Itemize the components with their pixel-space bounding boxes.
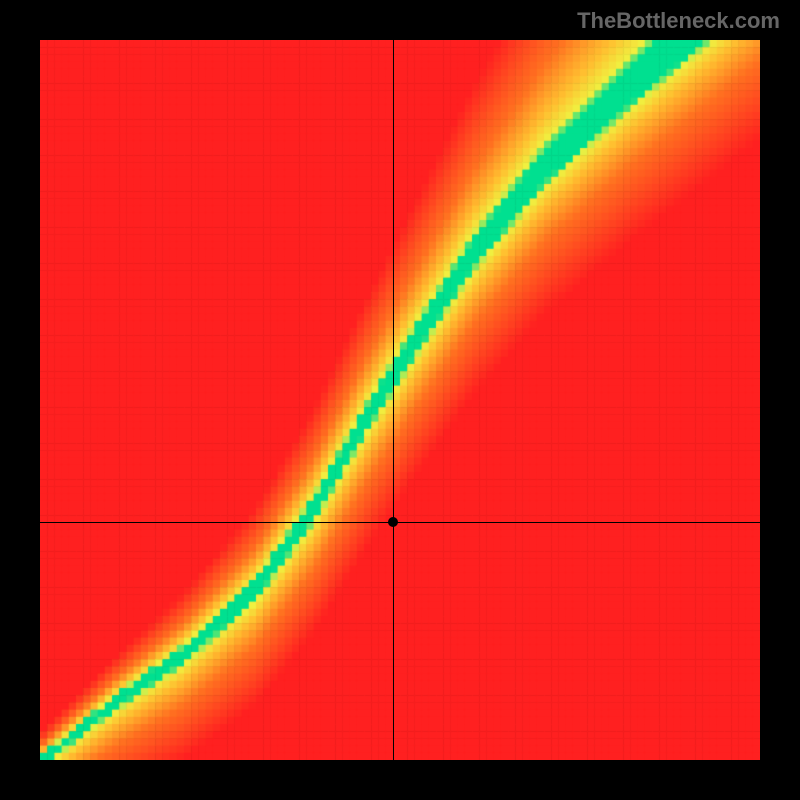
watermark-text: TheBottleneck.com — [577, 8, 780, 34]
bottleneck-heatmap-chart — [40, 40, 760, 760]
heatmap-canvas — [40, 40, 760, 760]
crosshair-marker — [388, 517, 398, 527]
crosshair-horizontal — [40, 522, 760, 523]
crosshair-vertical — [393, 40, 394, 760]
